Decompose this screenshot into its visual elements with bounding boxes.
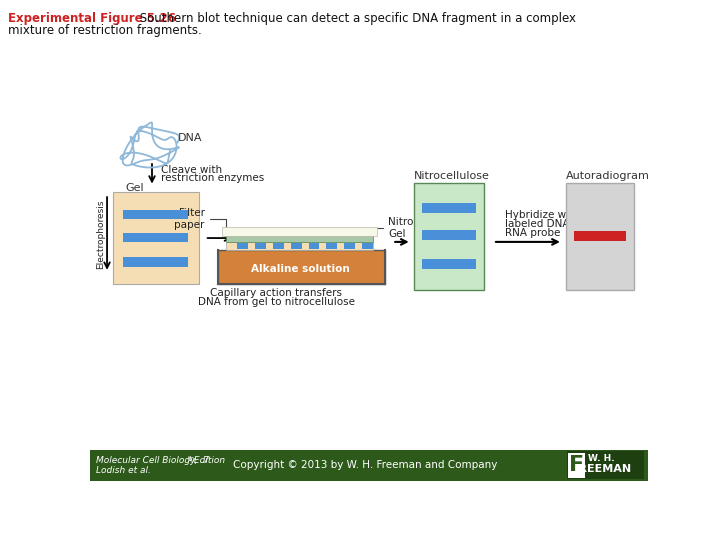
FancyBboxPatch shape <box>422 231 476 240</box>
Text: Filter
paper: Filter paper <box>174 208 225 230</box>
Text: DNA from gel to nitrocellulose: DNA from gel to nitrocellulose <box>197 297 354 307</box>
FancyBboxPatch shape <box>122 210 188 219</box>
FancyBboxPatch shape <box>567 451 644 479</box>
Text: Hybridize with: Hybridize with <box>505 210 580 220</box>
FancyBboxPatch shape <box>326 242 337 249</box>
Text: Cleave with: Cleave with <box>161 165 222 174</box>
FancyBboxPatch shape <box>122 233 188 242</box>
Text: Alkaline solution: Alkaline solution <box>251 264 350 274</box>
Text: restriction enzymes: restriction enzymes <box>161 173 264 183</box>
FancyBboxPatch shape <box>225 242 373 249</box>
Text: W. H.: W. H. <box>588 454 615 463</box>
PathPatch shape <box>218 249 384 284</box>
Text: Lodish et al.: Lodish et al. <box>96 466 151 475</box>
Text: Experimental Figure 5.26: Experimental Figure 5.26 <box>8 12 176 25</box>
FancyBboxPatch shape <box>344 242 355 249</box>
FancyBboxPatch shape <box>414 184 484 289</box>
Text: F: F <box>569 455 584 475</box>
Text: Autoradiogram: Autoradiogram <box>566 172 649 181</box>
Text: Nitrocellulose: Nitrocellulose <box>414 172 490 181</box>
Text: FREEMAN: FREEMAN <box>572 464 631 474</box>
FancyBboxPatch shape <box>309 242 320 249</box>
Text: labeled DNA or: labeled DNA or <box>505 219 583 229</box>
FancyBboxPatch shape <box>90 450 648 481</box>
Text: Electrophoresis: Electrophoresis <box>96 199 105 269</box>
Text: RNA probe: RNA probe <box>505 228 560 239</box>
Text: Molecular Cell Biology,  7: Molecular Cell Biology, 7 <box>96 456 210 465</box>
FancyBboxPatch shape <box>574 231 626 241</box>
FancyBboxPatch shape <box>273 242 284 249</box>
FancyBboxPatch shape <box>255 242 266 249</box>
FancyBboxPatch shape <box>238 242 248 249</box>
Text: Copyright © 2013 by W. H. Freeman and Company: Copyright © 2013 by W. H. Freeman and Co… <box>233 460 498 470</box>
Text: th: th <box>188 456 195 462</box>
Text: Edition: Edition <box>191 456 225 465</box>
Text: DNA: DNA <box>178 133 202 143</box>
FancyBboxPatch shape <box>222 226 377 236</box>
FancyBboxPatch shape <box>291 242 302 249</box>
Text: Nitrocellulose
Gel: Nitrocellulose Gel <box>373 217 460 239</box>
FancyBboxPatch shape <box>422 259 476 269</box>
Text: mixture of restriction fragments.: mixture of restriction fragments. <box>8 24 202 37</box>
FancyBboxPatch shape <box>566 184 634 289</box>
Text: Capillary action transfers: Capillary action transfers <box>210 288 342 299</box>
FancyBboxPatch shape <box>225 236 373 242</box>
FancyBboxPatch shape <box>122 257 188 267</box>
FancyBboxPatch shape <box>568 453 585 477</box>
Text: Gel: Gel <box>125 183 143 193</box>
FancyBboxPatch shape <box>362 242 373 249</box>
FancyBboxPatch shape <box>113 192 199 284</box>
Text: Southern blot technique can detect a specific DNA fragment in a complex: Southern blot technique can detect a spe… <box>136 12 576 25</box>
FancyBboxPatch shape <box>422 202 476 213</box>
